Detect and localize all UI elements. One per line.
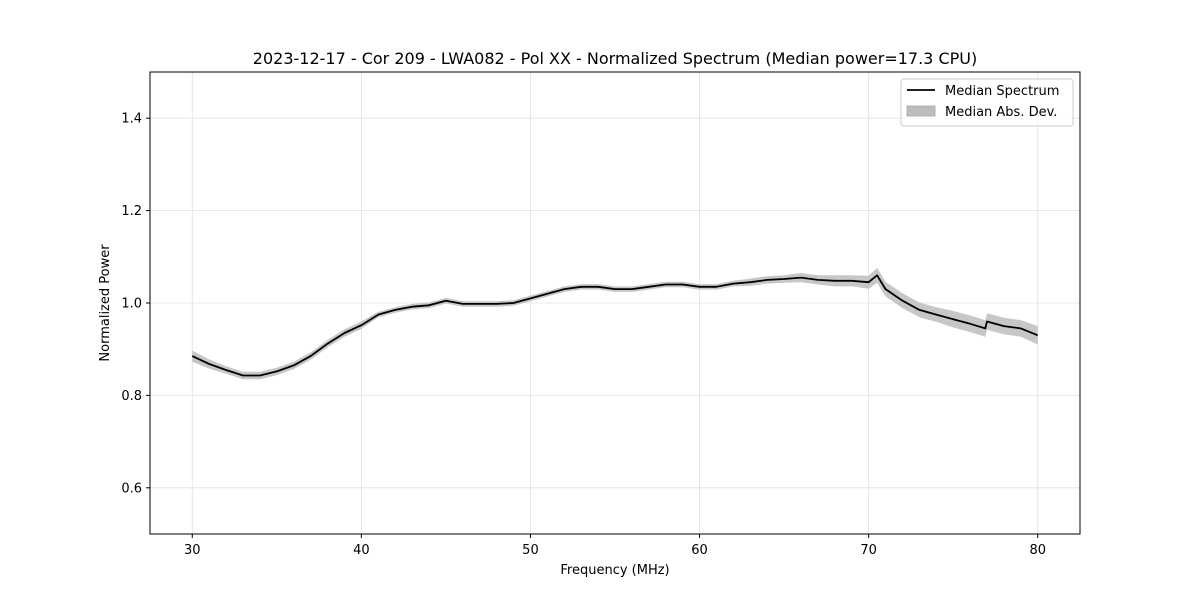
mad-band bbox=[192, 267, 1038, 380]
x-tick-label: 70 bbox=[860, 543, 877, 558]
mad-band-layer bbox=[192, 267, 1038, 380]
legend-band-swatch bbox=[906, 105, 936, 117]
y-tick-label: 1.4 bbox=[121, 112, 142, 127]
legend-label-median-spectrum: Median Spectrum bbox=[945, 84, 1059, 99]
x-axis-ticks: 30 40 50 60 70 80 bbox=[184, 534, 1046, 558]
y-tick-label: 1.0 bbox=[121, 297, 142, 312]
x-tick-label: 50 bbox=[522, 543, 539, 558]
x-tick-label: 30 bbox=[184, 543, 201, 558]
y-axis-ticks: 0.6 0.8 1.0 1.2 1.4 bbox=[121, 112, 150, 496]
x-axis-label: Frequency (MHz) bbox=[560, 563, 669, 578]
chart-title: 2023-12-17 - Cor 209 - LWA082 - Pol XX -… bbox=[253, 49, 977, 68]
x-tick-label: 40 bbox=[353, 543, 370, 558]
x-tick-label: 80 bbox=[1029, 543, 1046, 558]
legend-label-median-abs-dev: Median Abs. Dev. bbox=[945, 105, 1057, 120]
median-spectrum-line bbox=[191, 274, 1039, 377]
y-axis-label: Normalized Power bbox=[98, 244, 113, 362]
spectrum-line-layer bbox=[191, 274, 1039, 377]
y-tick-label: 1.2 bbox=[121, 204, 142, 219]
legend-box bbox=[900, 78, 1074, 127]
legend: Median Spectrum Median Abs. Dev. bbox=[900, 78, 1074, 127]
y-tick-label: 0.8 bbox=[121, 389, 142, 404]
y-tick-label: 0.6 bbox=[121, 481, 142, 496]
x-tick-label: 60 bbox=[691, 543, 708, 558]
